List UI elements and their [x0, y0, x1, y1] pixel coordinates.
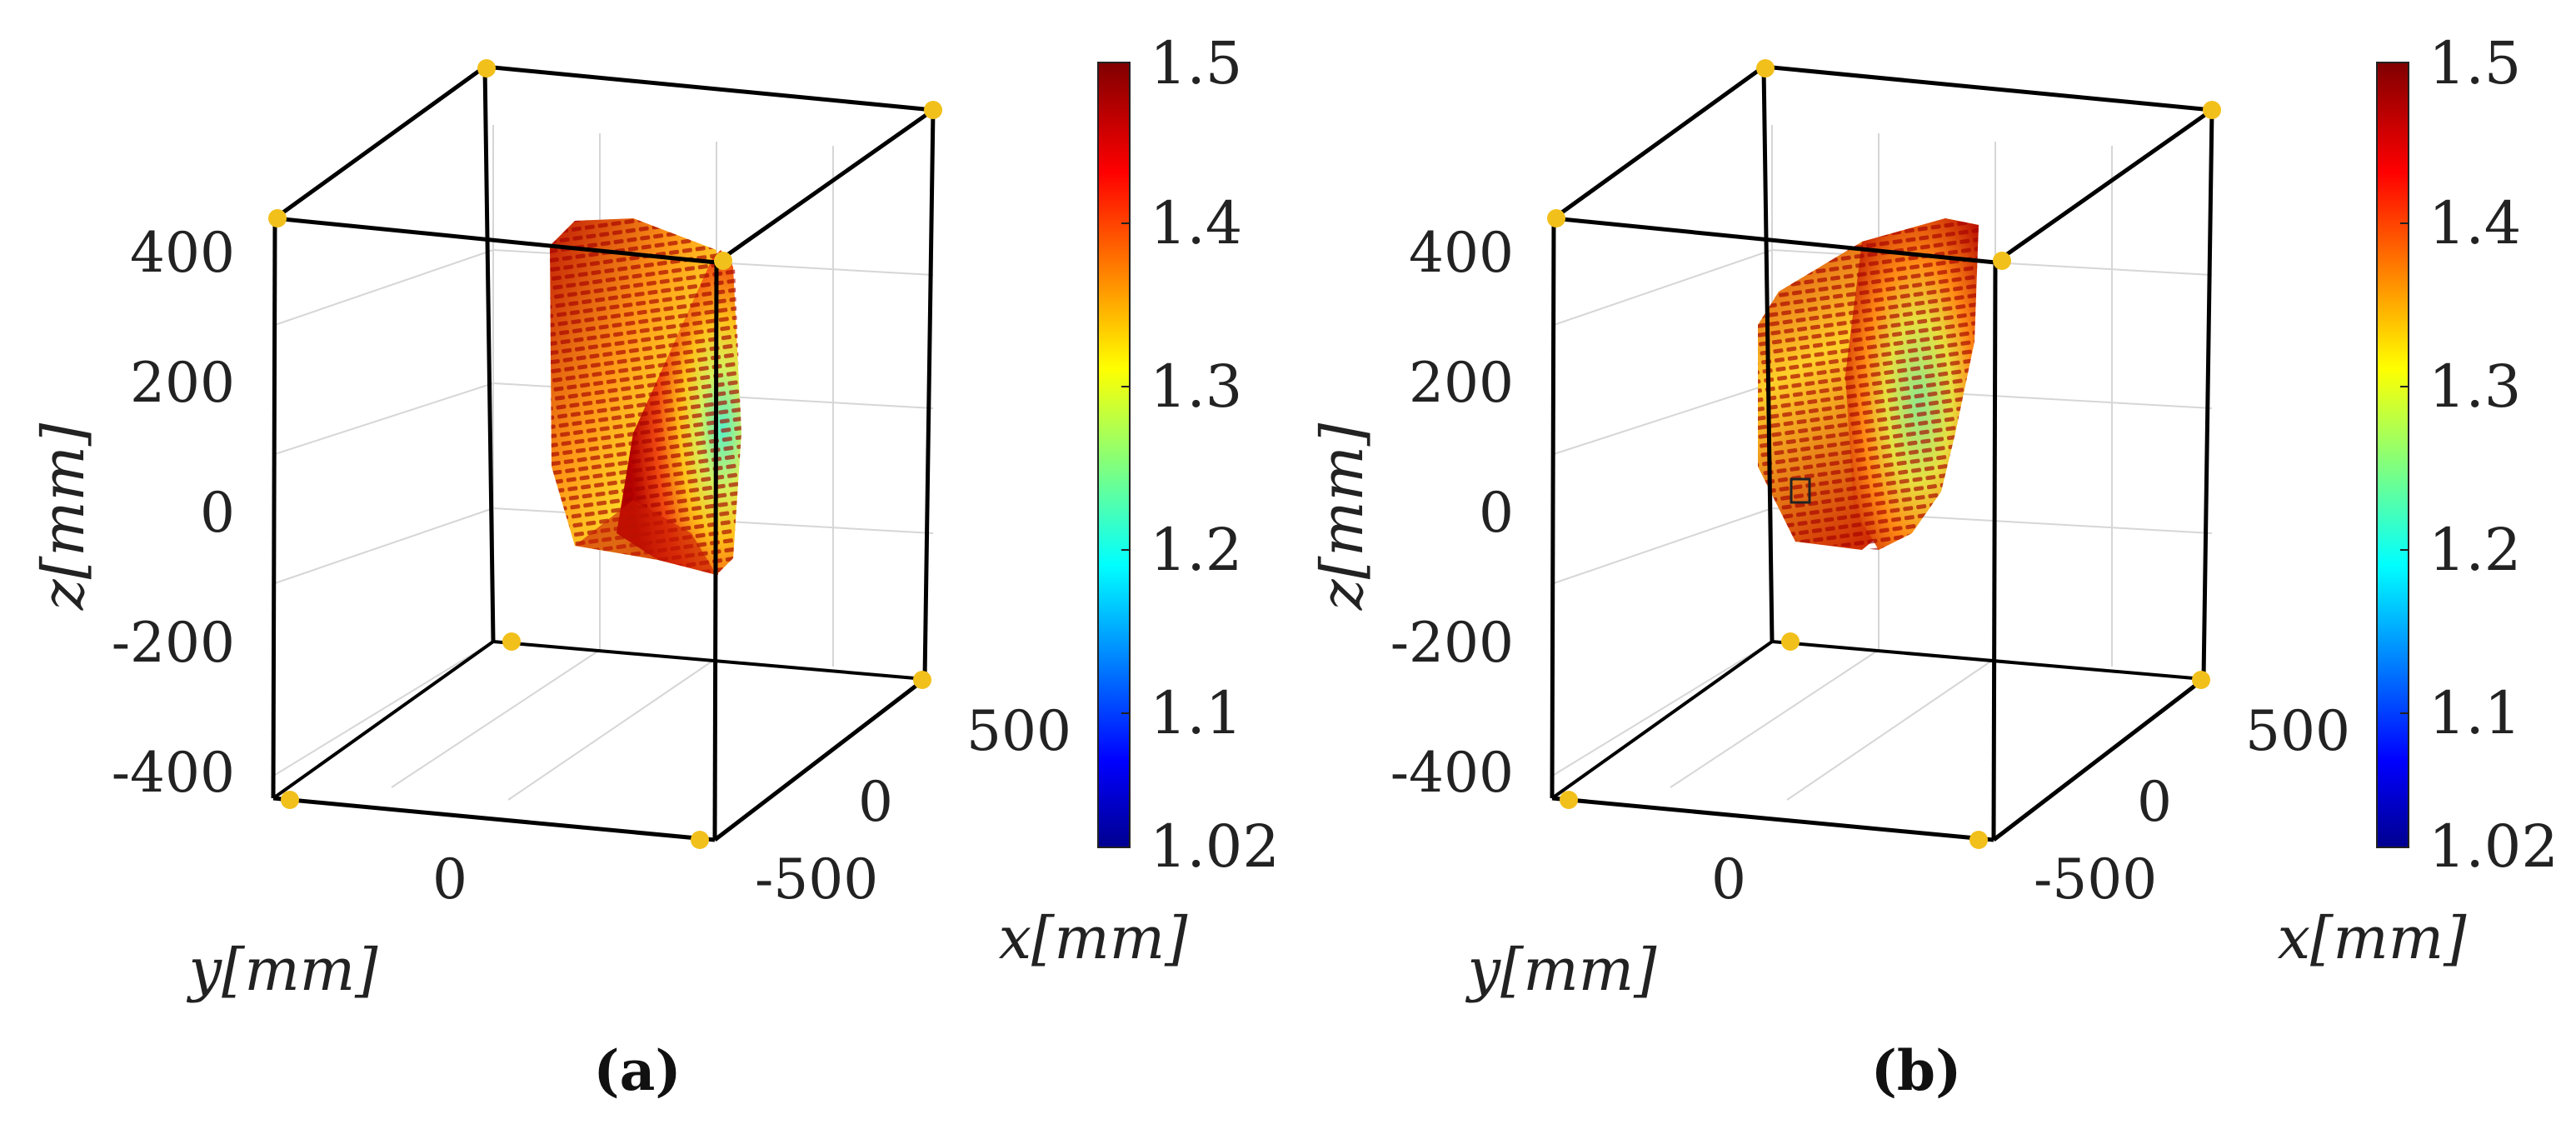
z-tick-label: -400	[112, 741, 235, 805]
z-tick-label: 0	[200, 481, 235, 545]
y-axis-label: y[mm]	[187, 936, 379, 1004]
colorbar-tick-label: 1.1	[2429, 679, 2521, 747]
z-axis-ticks: 400 200 0 -200 -400	[1390, 221, 1514, 805]
corner-markers	[268, 59, 942, 849]
colorbar: 1.5 1.4 1.3 1.2 1.1 1.02	[2376, 29, 2559, 881]
x-tick-label: 500	[2245, 699, 2350, 763]
z-tick-label: -200	[1390, 611, 1514, 675]
colorbar-tick-label: 1.2	[2429, 516, 2521, 584]
corner-marker	[2192, 671, 2210, 689]
colorbar-tick-label: 1.5	[1150, 29, 1242, 97]
z-tick-label: -200	[112, 611, 235, 675]
corner-marker	[1547, 209, 1565, 227]
y-tick-label: 0	[1711, 847, 1746, 912]
colorbar-tick-label: 1.02	[1150, 812, 1280, 881]
panel-b: 400 200 0 -200 -400 z[mm] 0 y[mm] 500 0 …	[1308, 29, 2559, 1103]
corner-marker	[268, 209, 287, 227]
colorbar-tick-label: 1.5	[2429, 29, 2521, 97]
z-tick-label: 400	[1409, 221, 1514, 285]
point-cloud	[1758, 218, 1979, 550]
colorbar: 1.5 1.4 1.3 1.2 1.1 1.02	[1097, 29, 1280, 881]
z-tick-label: 400	[130, 221, 235, 285]
colorbar-gradient	[2376, 62, 2409, 848]
x-axis-label: x[mm]	[999, 904, 1189, 972]
x-tick-label: 0	[2137, 770, 2172, 834]
panel-a: 400 200 0 -200 -400 z[mm] 0 y[mm] 500 0 …	[29, 29, 1280, 1103]
corner-marker	[1756, 59, 1775, 77]
colorbar-tick-label: 1.3	[2429, 352, 2521, 421]
corner-marker	[477, 59, 496, 77]
colorbar-tick-label: 1.4	[1150, 189, 1242, 257]
colorbar-tick-label: 1.2	[1150, 516, 1242, 584]
corner-marker	[1969, 831, 1988, 849]
x-tick-label: -500	[2034, 847, 2157, 912]
x-tick-label: -500	[755, 847, 878, 912]
corner-marker	[714, 252, 732, 270]
z-tick-label: 0	[1479, 481, 1514, 545]
corner-marker	[1781, 632, 1800, 651]
bounding-box	[1550, 64, 2214, 842]
corner-marker	[2203, 101, 2221, 119]
y-tick-label: 0	[432, 847, 467, 912]
corner-marker	[502, 632, 521, 651]
colorbar-gradient	[1097, 62, 1131, 848]
colorbar-tick-label: 1.3	[1150, 352, 1242, 421]
corner-marker	[691, 831, 709, 849]
bounding-box	[271, 64, 936, 842]
corner-marker	[1560, 791, 1578, 809]
colorbar-tick-label: 1.1	[1150, 679, 1242, 747]
colorbar-tick-label: 1.02	[2429, 812, 2559, 881]
x-tick-label: 500	[966, 699, 1071, 763]
z-axis-ticks: 400 200 0 -200 -400	[112, 221, 235, 805]
colorbar-tick-label: 1.4	[2429, 189, 2521, 257]
y-axis-label: y[mm]	[1465, 936, 1658, 1004]
corner-markers	[1547, 59, 2221, 849]
z-tick-label: 200	[130, 351, 235, 415]
z-tick-label: 200	[1409, 351, 1514, 415]
x-axis-label: x[mm]	[2278, 904, 2468, 972]
z-tick-label: -400	[1390, 741, 1514, 805]
panel-caption: (b)	[1871, 1038, 1962, 1103]
z-axis-label: z[mm]	[29, 422, 97, 611]
z-axis-label: z[mm]	[1308, 422, 1376, 611]
point-cloud	[550, 218, 741, 575]
corner-marker	[924, 101, 942, 119]
x-tick-label: 0	[858, 770, 893, 834]
panel-caption: (a)	[593, 1038, 681, 1103]
corner-marker	[281, 791, 299, 809]
corner-marker	[1993, 252, 2011, 270]
corner-marker	[913, 671, 931, 689]
